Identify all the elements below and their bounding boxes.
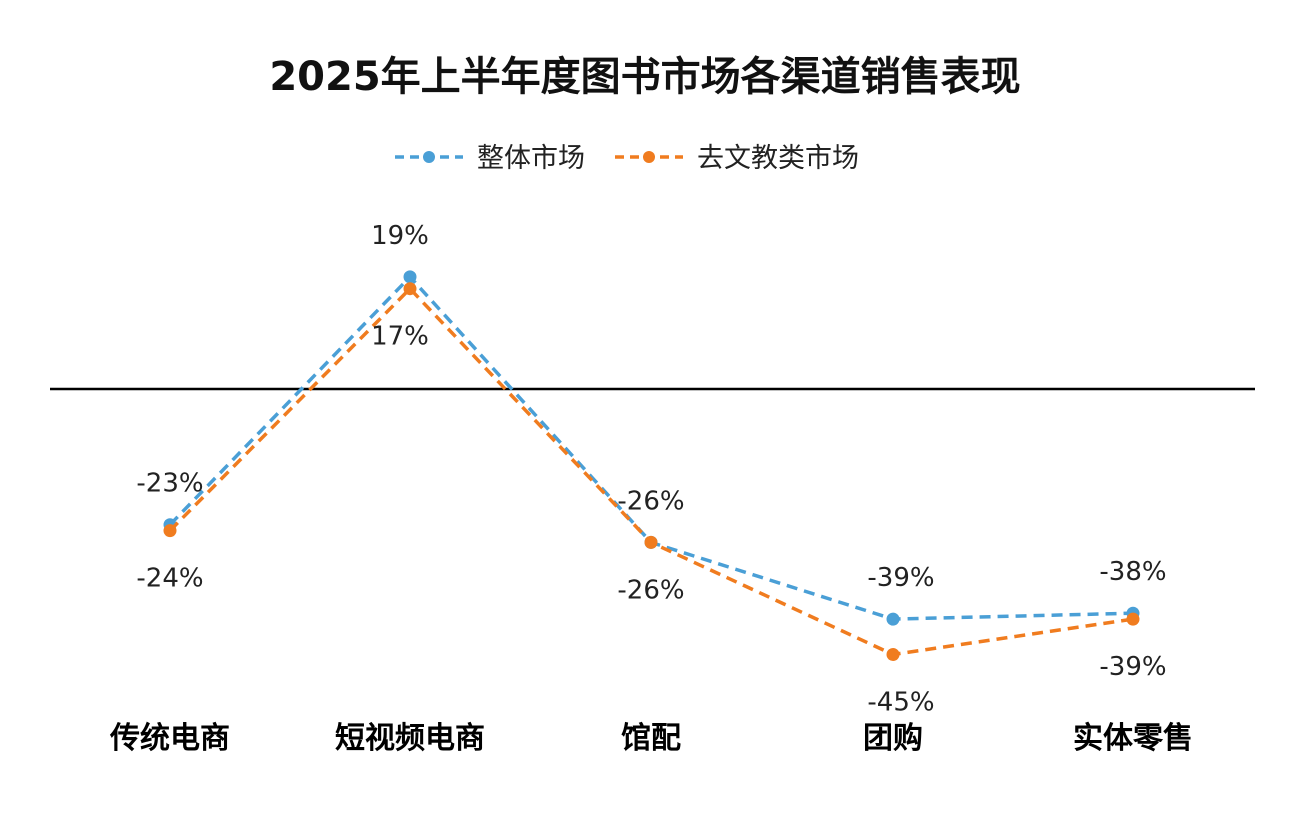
data-label: -24% xyxy=(136,564,203,594)
legend-marker-swatch xyxy=(423,151,435,163)
data-label: -39% xyxy=(1099,652,1166,682)
data-label: -39% xyxy=(867,563,934,593)
legend: 整体市场 去文教类市场 xyxy=(395,143,859,174)
data-label: -26% xyxy=(617,486,684,516)
legend-item-2: 去文教类市场 xyxy=(615,143,859,174)
data-point xyxy=(163,524,177,538)
category-label: 短视频电商 xyxy=(335,721,485,756)
data-point xyxy=(644,535,658,549)
data-label: -23% xyxy=(136,469,203,499)
series-line-1 xyxy=(168,275,1134,621)
data-point xyxy=(403,282,417,296)
legend-label: 整体市场 xyxy=(477,143,585,174)
category-label: 传统电商 xyxy=(109,721,230,756)
x-axis-categories: 传统电商 短视频电商 馆配 团购 实体零售 xyxy=(109,721,1193,756)
data-label: -38% xyxy=(1099,557,1166,587)
data-label-layer: -23% 19% -26% -39% -38% -24% 17% -26% -45% -39% xyxy=(136,221,1166,718)
category-label: 团购 xyxy=(863,721,923,756)
series-layer xyxy=(163,270,1140,661)
legend-label: 去文教类市场 xyxy=(697,143,859,174)
data-point xyxy=(886,648,900,661)
data-label: 19% xyxy=(371,221,429,251)
data-point xyxy=(403,270,417,284)
chart-title: 2025年上半年度图书市场各渠道销售表现 xyxy=(269,54,1020,100)
data-label: -26% xyxy=(617,575,684,605)
data-label: -45% xyxy=(867,688,934,718)
category-label: 馆配 xyxy=(621,721,681,756)
data-point xyxy=(1126,612,1140,626)
legend-marker-swatch xyxy=(643,151,655,163)
data-label: 17% xyxy=(371,322,429,352)
category-label: 实体零售 xyxy=(1073,721,1193,756)
data-point xyxy=(886,612,900,626)
legend-item-1: 整体市场 xyxy=(395,143,585,174)
